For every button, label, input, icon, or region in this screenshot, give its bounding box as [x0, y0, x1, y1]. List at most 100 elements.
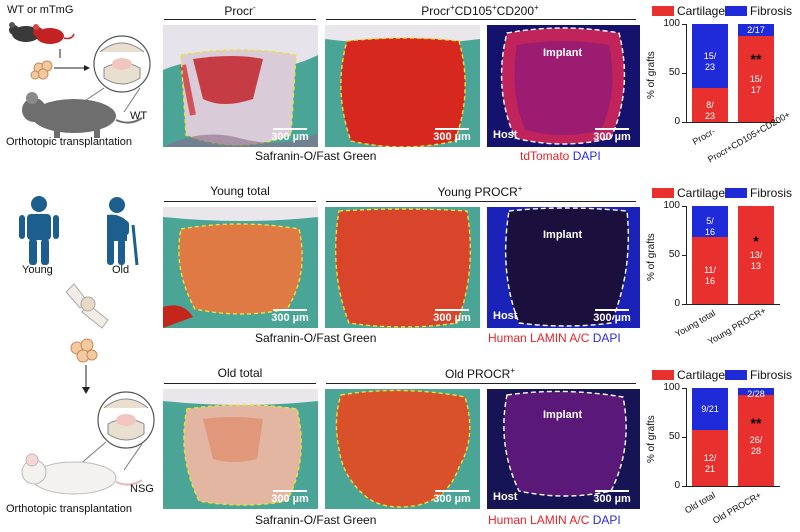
chart2-significance-1: * — [753, 233, 759, 250]
chart1-bar-0-fibrosis — [692, 24, 728, 88]
knee-joint-icon — [65, 283, 109, 329]
chart2-ytick-mark-0 — [682, 304, 686, 305]
chart3-bar-label-0-1: 9/21 — [701, 403, 719, 414]
row1-scale-1: 300 µm — [268, 128, 312, 143]
chart3-significance-1: ** — [750, 415, 762, 432]
row3-head-right: Old PROCR+ — [444, 366, 515, 381]
chart1-legend-cartilage: Cartilage — [652, 4, 725, 18]
chart1-legend-swatch-1 — [725, 6, 747, 16]
chart1-legend-swatch-0 — [652, 6, 674, 16]
young-label: Young — [22, 264, 53, 276]
row3-rule-left — [164, 383, 316, 384]
donor-mouse-black-icon — [9, 22, 51, 42]
row3-safranin-panel-2: 300 µm — [325, 389, 480, 509]
chart3-bar-label-1-1: 2/28 — [747, 389, 765, 399]
row3-rule-right — [326, 383, 636, 384]
row3-scale-1: 300 µm — [268, 490, 312, 505]
row2-host-label: Host — [493, 310, 518, 322]
row1-rule-right — [326, 19, 636, 20]
chart2-bar-1-cartilage — [738, 206, 774, 304]
old-person-icon — [107, 197, 139, 266]
chart3-bar-1-cartilage — [738, 394, 774, 486]
row3-scale-2: 300 µm — [430, 490, 474, 505]
young-person-icon — [19, 196, 59, 265]
row2-safranin-panel-1: 300 µm — [163, 207, 318, 328]
chart3-ytick-mark-0 — [682, 486, 686, 487]
chart2-legend-cartilage: Cartilage — [652, 186, 725, 200]
chart1-legend-text-0: Cartilage — [677, 4, 726, 18]
nsg-label: NSG — [130, 483, 154, 495]
chart3-y-axis — [686, 388, 687, 486]
chart2-legend-swatch-0 — [652, 188, 674, 198]
wt-label: WT — [130, 110, 148, 122]
row3-implant-label: Implant — [543, 409, 583, 421]
row3-fluor-panel: Implant Host 300 µm — [487, 389, 640, 509]
chart2-bar-label-0-0: 11/16 — [704, 265, 716, 287]
wt-mtmg-label: WT or mTmG — [7, 4, 74, 16]
human-donors-illustration — [19, 196, 139, 266]
chart3-bar-label-0-0: 12/21 — [703, 453, 717, 475]
donor-mouse-red-icon — [33, 24, 75, 44]
chart1-ylabel: % of grafts — [646, 51, 657, 99]
chart3-ytick-label-0: 0 — [674, 480, 680, 491]
row3-host-label: Host — [493, 491, 518, 503]
row1-host-label: Host — [493, 129, 518, 141]
chart1-bar-label-0-1: 15/23 — [703, 50, 717, 72]
chart1-ytick-mark-100 — [682, 24, 686, 25]
chart2-x-axis — [686, 304, 780, 305]
row2-head-left: Young total — [210, 184, 270, 198]
chart1-ytick-mark-50 — [682, 73, 686, 74]
row2-scale-2: 300 µm — [430, 309, 474, 324]
chart2-bar-label-0-1: 5/16 — [704, 216, 715, 238]
chart1-bar-label-0-0: 8/23 — [704, 99, 715, 121]
row2-fluor-panel: Implant Host 300 µm — [487, 207, 640, 328]
chart3-bar-1-fibrosis — [738, 388, 774, 395]
row1-fluor-panel: Implant Host 300 µm — [487, 25, 640, 147]
row2-safranin-caption: Safranin-O/Fast Green — [255, 331, 377, 345]
chart2-ytick-mark-100 — [682, 206, 686, 207]
chart1-legend-fibrosis: Fibrosis — [725, 4, 792, 18]
row1-fluor-caption: tdTomato DAPI — [520, 149, 601, 163]
row2-scale-1: 300 µm — [268, 309, 312, 324]
row3-fluor-caption: Human LAMIN A/C DAPI — [488, 513, 621, 527]
chart2-ylabel: % of grafts — [646, 233, 657, 281]
row2-fluor-caption: Human LAMIN A/C DAPI — [488, 331, 621, 345]
chart3-legend-cartilage: Cartilage — [652, 368, 725, 382]
chart3-bar-0-fibrosis — [692, 388, 728, 431]
chart2-ytick-mark-50 — [682, 255, 686, 256]
chart3-ylabel: % of grafts — [646, 415, 657, 463]
row3-caption: Orthotopic transplantation — [6, 503, 132, 515]
chart1-bar-0-cartilage — [692, 87, 728, 122]
chart2-legend-fibrosis: Fibrosis — [725, 186, 792, 200]
row1-caption: Orthotopic transplantation — [6, 136, 132, 148]
row1-safranin-panel-1: 300 µm — [163, 25, 318, 147]
chart3-bar-label-1-0: 26/28 — [749, 435, 763, 457]
chart3-ytick-mark-50 — [682, 437, 686, 438]
chart1-bar-label-1-0: 15/17 — [749, 73, 763, 95]
chart2-ytick-label-0: 0 — [674, 298, 680, 309]
row1-head-left: Procr- — [224, 3, 256, 18]
chart1-ytick-label-0: 0 — [674, 116, 680, 127]
chart3-legend-text-1: Fibrosis — [750, 368, 793, 382]
cell-cluster-icon — [30, 60, 53, 80]
row2-rule-left — [164, 201, 316, 202]
chart3-ytick-label-100: 100 — [663, 382, 680, 393]
nsg-mouse-icon — [21, 453, 143, 495]
row1-safranin-panel-2: 300 µm — [325, 25, 480, 147]
row1-head-right: Procr+CD105+CD200+ — [421, 3, 539, 18]
chart2-y-axis — [686, 206, 687, 304]
chart1-bar-1-fibrosis — [738, 24, 774, 36]
chart1-ytick-label-50: 50 — [668, 67, 680, 78]
row1-safranin-caption: Safranin-O/Fast Green — [255, 149, 377, 163]
row1-rule-left — [164, 19, 316, 20]
chart2-ytick-label-50: 50 — [668, 249, 680, 260]
chart3-x-axis — [686, 486, 780, 487]
chart2-bar-label-1-0: 13/13 — [749, 250, 763, 271]
row3-safranin-caption: Safranin-O/Fast Green — [255, 513, 377, 527]
row2-rule-right — [326, 201, 636, 202]
row1-scale-2: 300 µm — [430, 128, 474, 143]
nsg-mouse-illustration — [21, 391, 155, 495]
chart3-ytick-label-50: 50 — [668, 431, 680, 442]
chart2-legend-text-0: Cartilage — [677, 186, 726, 200]
chart1-legend-text-1: Fibrosis — [750, 4, 793, 18]
